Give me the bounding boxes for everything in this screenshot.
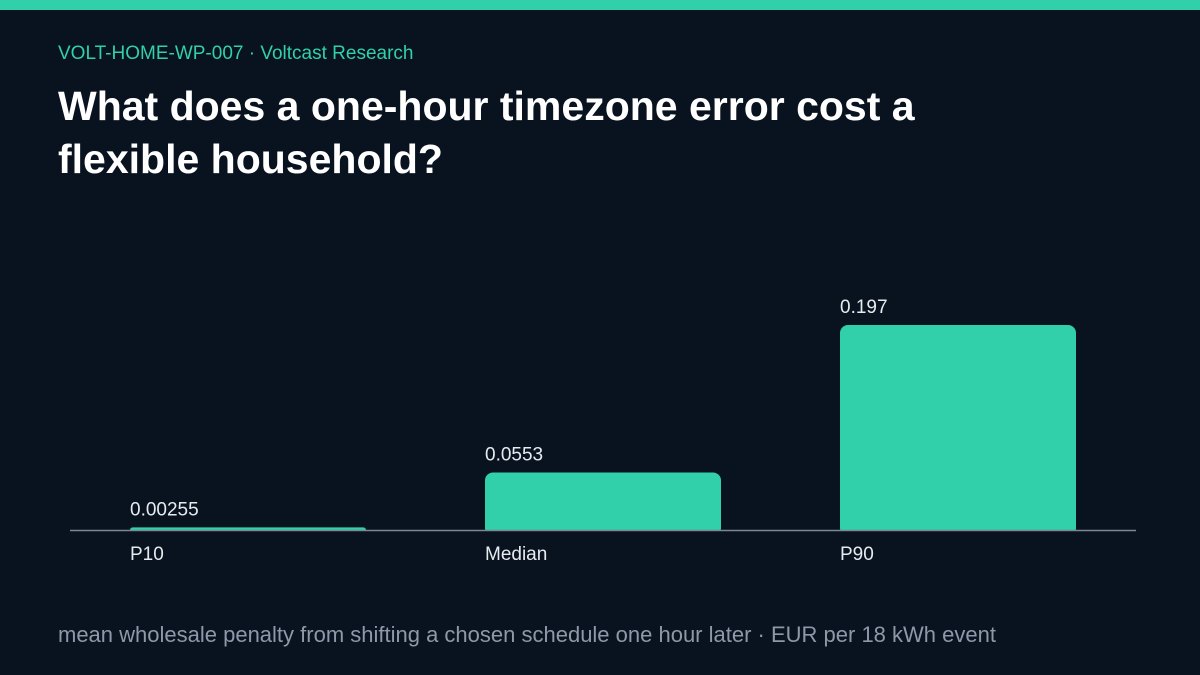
value-label-median: 0.0553: [485, 444, 543, 465]
bar-p90: [840, 325, 1076, 536]
chart-footnote: mean wholesale penalty from shifting a c…: [58, 622, 996, 647]
value-label-p90: 0.197: [840, 297, 888, 318]
bar-median: [485, 472, 721, 536]
report-eyebrow: VOLT-HOME-WP-007 · Voltcast Research: [58, 43, 414, 64]
baseline-mask: [70, 530, 1136, 538]
chart-title: What does a one-hour timezone error cost…: [58, 83, 915, 182]
category-label-p10: P10: [130, 544, 164, 565]
category-label-p90: P90: [840, 544, 874, 565]
accent-top-bar: [0, 0, 1200, 10]
value-label-p10: 0.00255: [130, 499, 199, 520]
category-label-median: Median: [485, 544, 547, 565]
